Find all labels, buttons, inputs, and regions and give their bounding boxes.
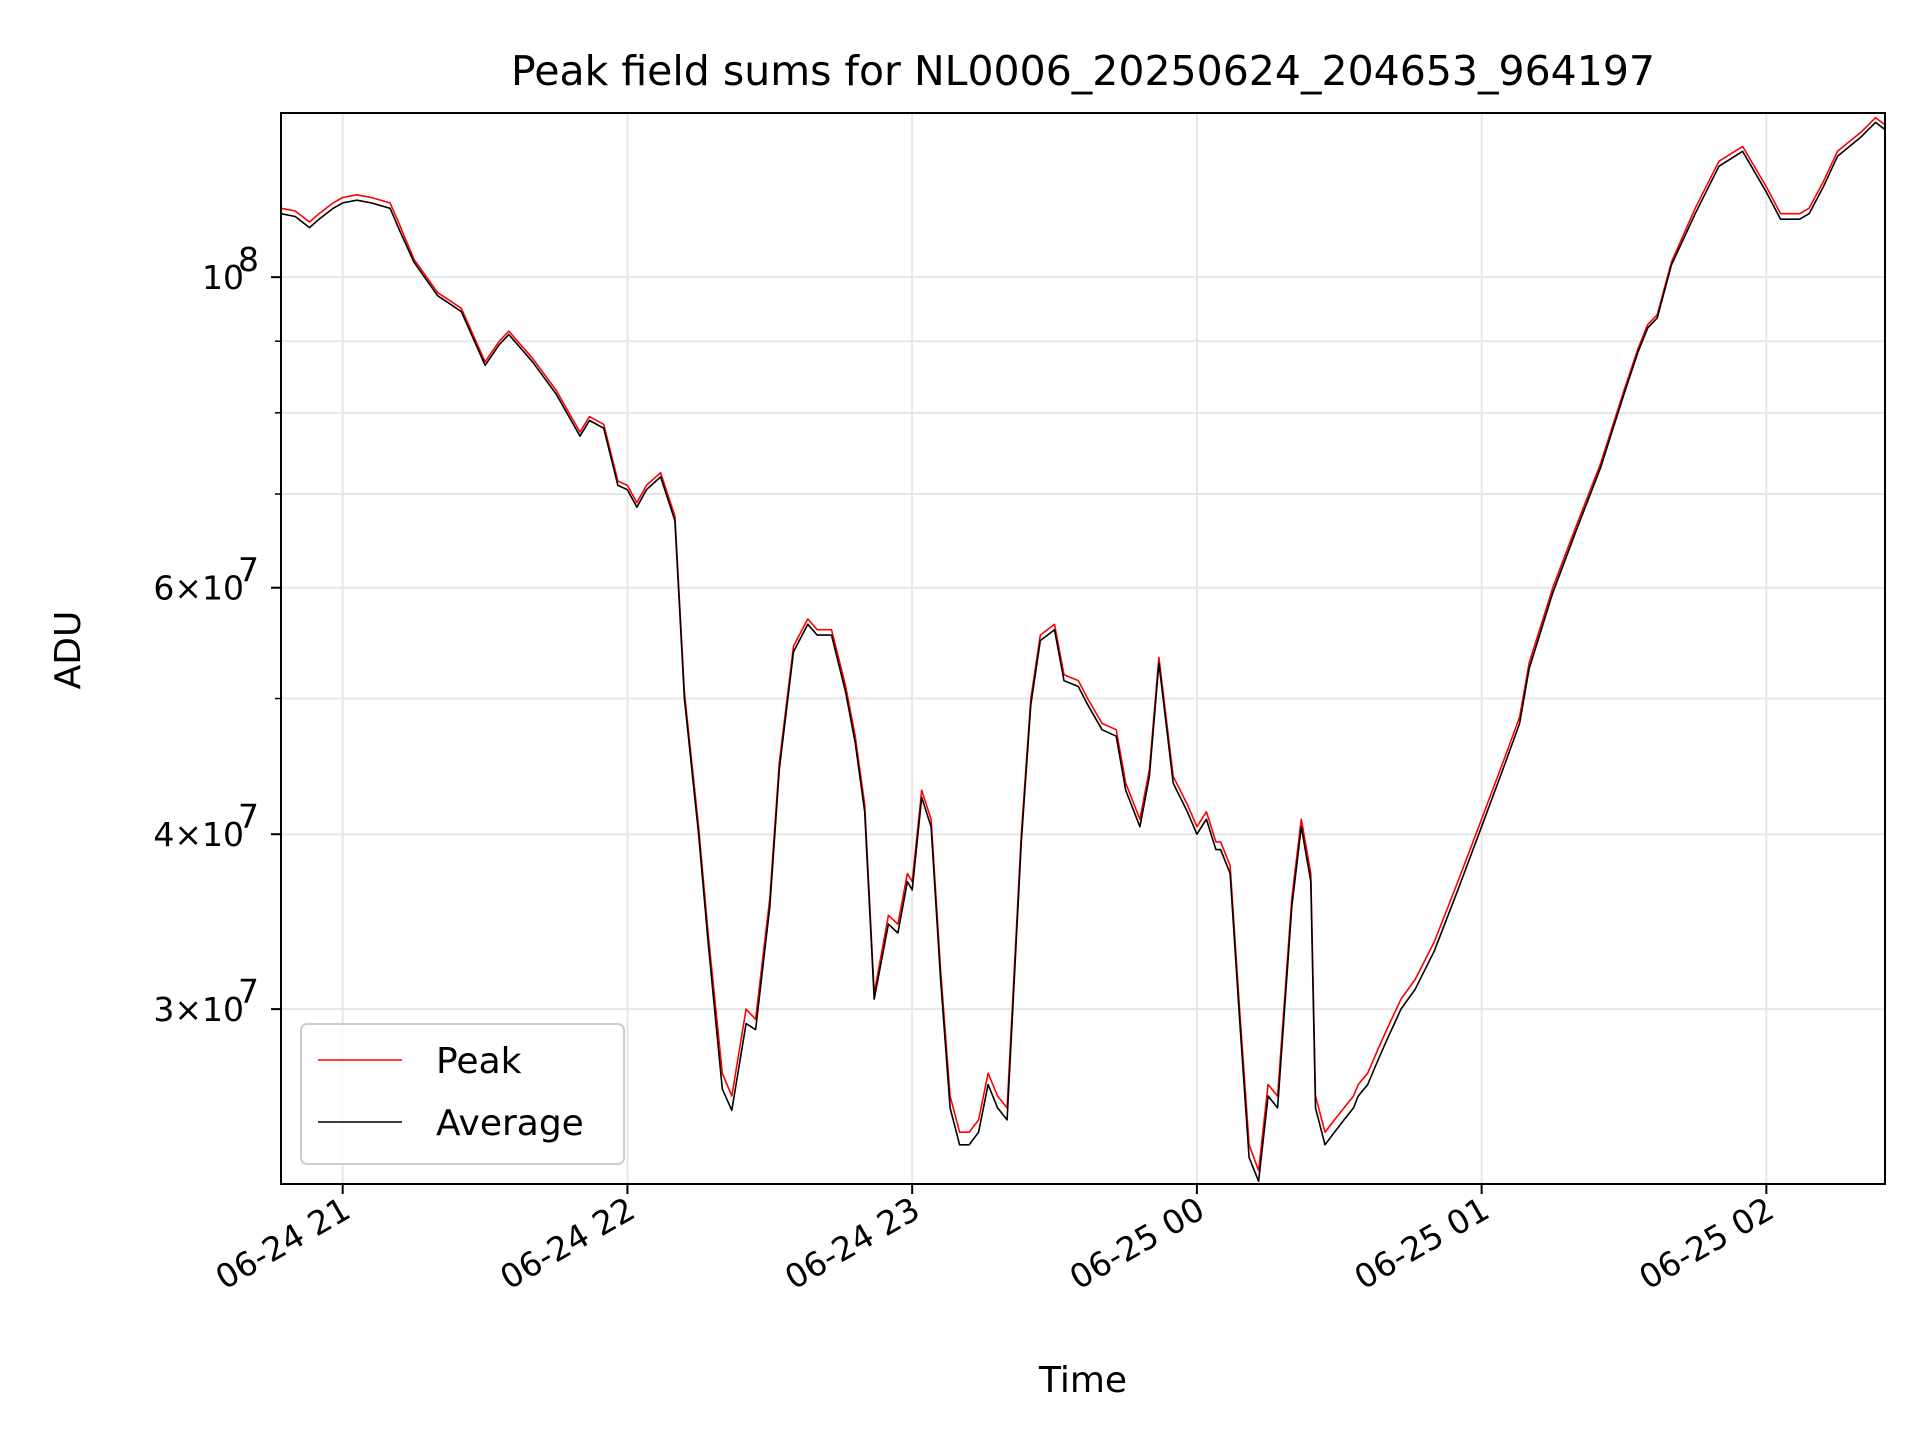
y-tick-label: 74×10 — [153, 797, 259, 854]
legend-label-average: Average — [436, 1103, 584, 1144]
chart-title: Peak field sums for NL0006_20250624_2046… — [511, 47, 1655, 95]
y-tick-label-base: 10 — [202, 258, 244, 297]
y-axis-label: ADU — [48, 611, 89, 690]
y-tick-label-ten: 10 — [202, 258, 244, 297]
y-tick-label-base: 6×10 — [153, 569, 244, 608]
y-tick-label-mantissa: 6 — [153, 569, 174, 608]
y-tick-label-exponent: 7 — [238, 972, 259, 1011]
y-tick-label-exponent: 8 — [238, 240, 259, 279]
plot-frame — [280, 112, 1886, 1185]
y-tick-label-times: ×10 — [174, 569, 244, 608]
y-tick-label: 810 — [202, 240, 259, 297]
y-tick-label-mantissa: 3 — [153, 990, 174, 1029]
series-line-average — [281, 121, 1885, 1183]
y-tick-label-mantissa: 4 — [153, 815, 174, 854]
x-axis-label: Time — [1038, 1360, 1127, 1401]
legend-label-peak: Peak — [436, 1041, 522, 1082]
series-line-peak — [281, 116, 1885, 1172]
legend: Peak Average — [300, 1023, 625, 1165]
series-lines — [281, 116, 1885, 1183]
y-tick-label-times: ×10 — [174, 815, 244, 854]
y-tick-label: 73×10 — [153, 972, 259, 1029]
y-tick-label: 76×10 — [153, 551, 259, 608]
y-tick-label-exponent: 7 — [238, 797, 259, 836]
grid — [281, 113, 1885, 1184]
legend-box — [300, 1023, 625, 1165]
y-tick-label-times: ×10 — [174, 990, 244, 1029]
y-tick-label-exponent: 7 — [238, 551, 259, 590]
y-tick-label-base: 4×10 — [153, 815, 244, 854]
y-tick-label-base: 3×10 — [153, 990, 244, 1029]
